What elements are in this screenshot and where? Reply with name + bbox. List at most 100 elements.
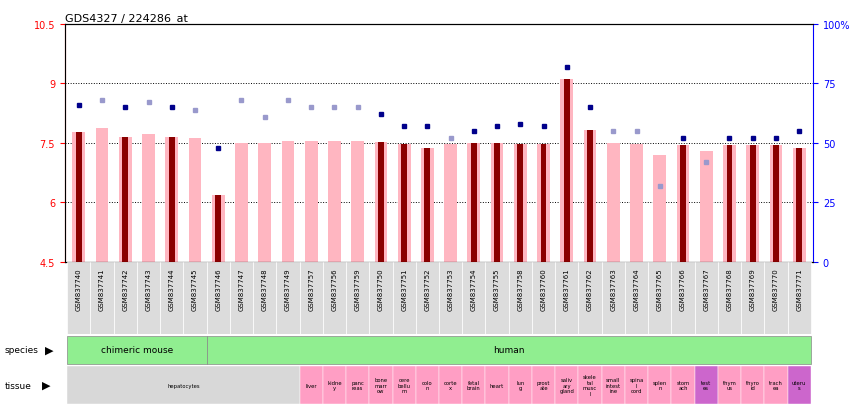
Text: GSM837743: GSM837743 [145, 268, 151, 311]
Text: hepatocytes: hepatocytes [167, 382, 200, 388]
Bar [792, 148, 805, 262]
Text: GSM837753: GSM837753 [447, 268, 453, 311]
Bar [259, 144, 271, 262]
Bar [607, 144, 619, 262]
Text: GSM837748: GSM837748 [262, 268, 267, 311]
Bar [462, 366, 485, 404]
Text: heart: heart [490, 382, 504, 388]
Bar [471, 144, 477, 262]
Bar [625, 366, 648, 404]
Text: GSM837770: GSM837770 [773, 268, 779, 311]
Bar [555, 366, 579, 404]
Bar [189, 139, 202, 262]
Bar [741, 262, 765, 335]
Text: GSM837762: GSM837762 [587, 268, 593, 311]
Bar [375, 143, 388, 262]
Text: splen
n: splen n [652, 380, 667, 390]
Text: human: human [493, 346, 524, 354]
Bar [718, 366, 741, 404]
Bar [579, 366, 602, 404]
Text: test
es: test es [702, 380, 711, 390]
Bar [323, 366, 346, 404]
Bar [587, 131, 593, 262]
Text: GSM837768: GSM837768 [727, 268, 733, 311]
Bar [299, 366, 323, 404]
Bar [165, 138, 178, 262]
Bar [393, 262, 416, 335]
Bar [490, 144, 503, 262]
Text: liver: liver [305, 382, 317, 388]
Text: skele
tal
musc
l: skele tal musc l [583, 375, 597, 396]
Text: GSM837755: GSM837755 [494, 268, 500, 311]
Bar [494, 144, 500, 262]
Bar [537, 145, 550, 262]
Bar [561, 80, 573, 262]
Bar [207, 262, 230, 335]
Text: GSM837760: GSM837760 [541, 268, 547, 311]
Bar [676, 145, 689, 262]
Bar [299, 262, 323, 335]
Text: cere
bellu
m: cere bellu m [398, 377, 411, 393]
Text: GSM837766: GSM837766 [680, 268, 686, 311]
Text: GSM837742: GSM837742 [122, 268, 128, 311]
Bar [485, 366, 509, 404]
Text: tissue: tissue [4, 381, 31, 389]
Bar [425, 148, 430, 262]
Text: GSM837763: GSM837763 [611, 268, 616, 311]
Bar [602, 262, 625, 335]
Bar [648, 262, 671, 335]
Bar [770, 145, 782, 262]
Text: GSM837757: GSM837757 [308, 268, 314, 311]
Bar [584, 131, 596, 262]
Bar [207, 336, 811, 364]
Bar [787, 366, 811, 404]
Bar [602, 366, 625, 404]
Text: bone
marr
ow: bone marr ow [375, 377, 388, 393]
Bar [91, 262, 113, 335]
Text: GSM837767: GSM837767 [703, 268, 709, 311]
Bar [215, 196, 221, 262]
Bar [393, 366, 416, 404]
Bar [369, 262, 393, 335]
Text: GSM837764: GSM837764 [633, 268, 639, 311]
Bar [160, 262, 183, 335]
Bar [695, 366, 718, 404]
Bar [142, 134, 155, 262]
Bar [532, 262, 555, 335]
Bar [328, 142, 341, 262]
Bar [67, 262, 91, 335]
Bar [235, 144, 248, 262]
Bar [773, 145, 779, 262]
Bar [346, 262, 369, 335]
Text: GSM837745: GSM837745 [192, 268, 198, 311]
Bar [671, 366, 695, 404]
Text: chimeric mouse: chimeric mouse [101, 346, 173, 354]
Bar [700, 152, 713, 262]
Text: GSM837758: GSM837758 [517, 268, 523, 311]
Bar [648, 366, 671, 404]
Text: GSM837740: GSM837740 [76, 268, 82, 311]
Text: thym
us: thym us [722, 380, 736, 390]
Text: stom
ach: stom ach [676, 380, 689, 390]
Text: prost
ate: prost ate [537, 380, 550, 390]
Text: species: species [4, 346, 38, 354]
Text: thyro
id: thyro id [746, 380, 759, 390]
Bar [183, 262, 207, 335]
Bar [169, 138, 175, 262]
Text: saliv
ary
gland: saliv ary gland [560, 377, 574, 393]
Bar [76, 133, 81, 262]
Bar [253, 262, 276, 335]
Text: GSM837769: GSM837769 [750, 268, 756, 311]
Text: GSM837746: GSM837746 [215, 268, 221, 311]
Bar [421, 148, 433, 262]
Text: GSM837752: GSM837752 [425, 268, 431, 311]
Bar [398, 145, 411, 262]
Bar [750, 145, 755, 262]
Bar [439, 262, 462, 335]
Bar [445, 144, 457, 262]
Bar [378, 143, 384, 262]
Bar [323, 262, 346, 335]
Bar [467, 144, 480, 262]
Bar [723, 145, 736, 262]
Bar [765, 262, 787, 335]
